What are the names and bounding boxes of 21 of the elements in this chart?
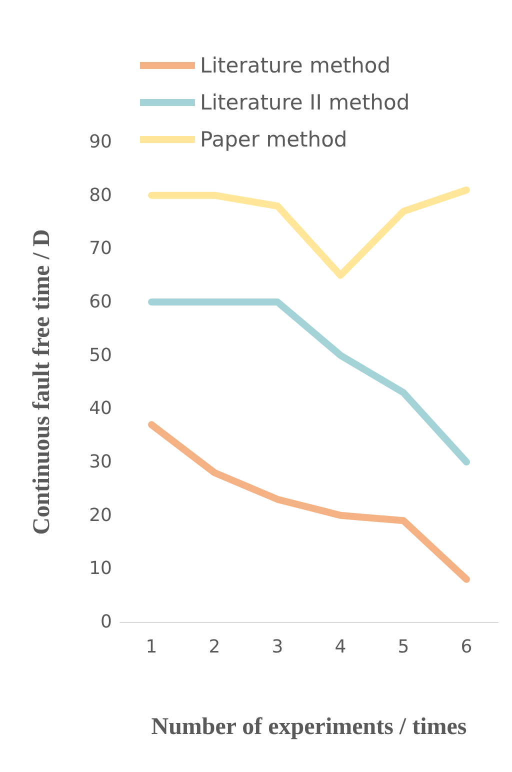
y-tick-label: 50 [89, 344, 112, 366]
y-tick-label: 90 [89, 132, 112, 152]
x-tick-label: 6 [460, 636, 472, 658]
legend-label: Literature method [200, 54, 391, 78]
y-tick-label: 60 [89, 292, 112, 312]
y-tick-label: 40 [89, 398, 112, 420]
x-tick-label: 3 [272, 636, 284, 658]
x-tick-label: 4 [334, 636, 346, 658]
y-tick-label: 10 [89, 558, 112, 580]
y-tick-label: 80 [89, 184, 112, 206]
y-tick-label: 30 [89, 452, 112, 472]
y-tick-label: 20 [89, 504, 112, 526]
x-axis-title: Number of experiments / times [151, 714, 467, 740]
legend-label: Literature II method [200, 90, 410, 114]
y-tick-label: 70 [89, 238, 112, 260]
y-tick-label: 0 [100, 612, 112, 632]
legend-label: Paper method [200, 128, 348, 152]
x-tick-label: 5 [398, 636, 410, 658]
y-axis-title: Continuous fault free time / D [29, 229, 55, 535]
x-tick-label: 1 [146, 636, 158, 658]
x-tick-label: 2 [208, 636, 220, 658]
